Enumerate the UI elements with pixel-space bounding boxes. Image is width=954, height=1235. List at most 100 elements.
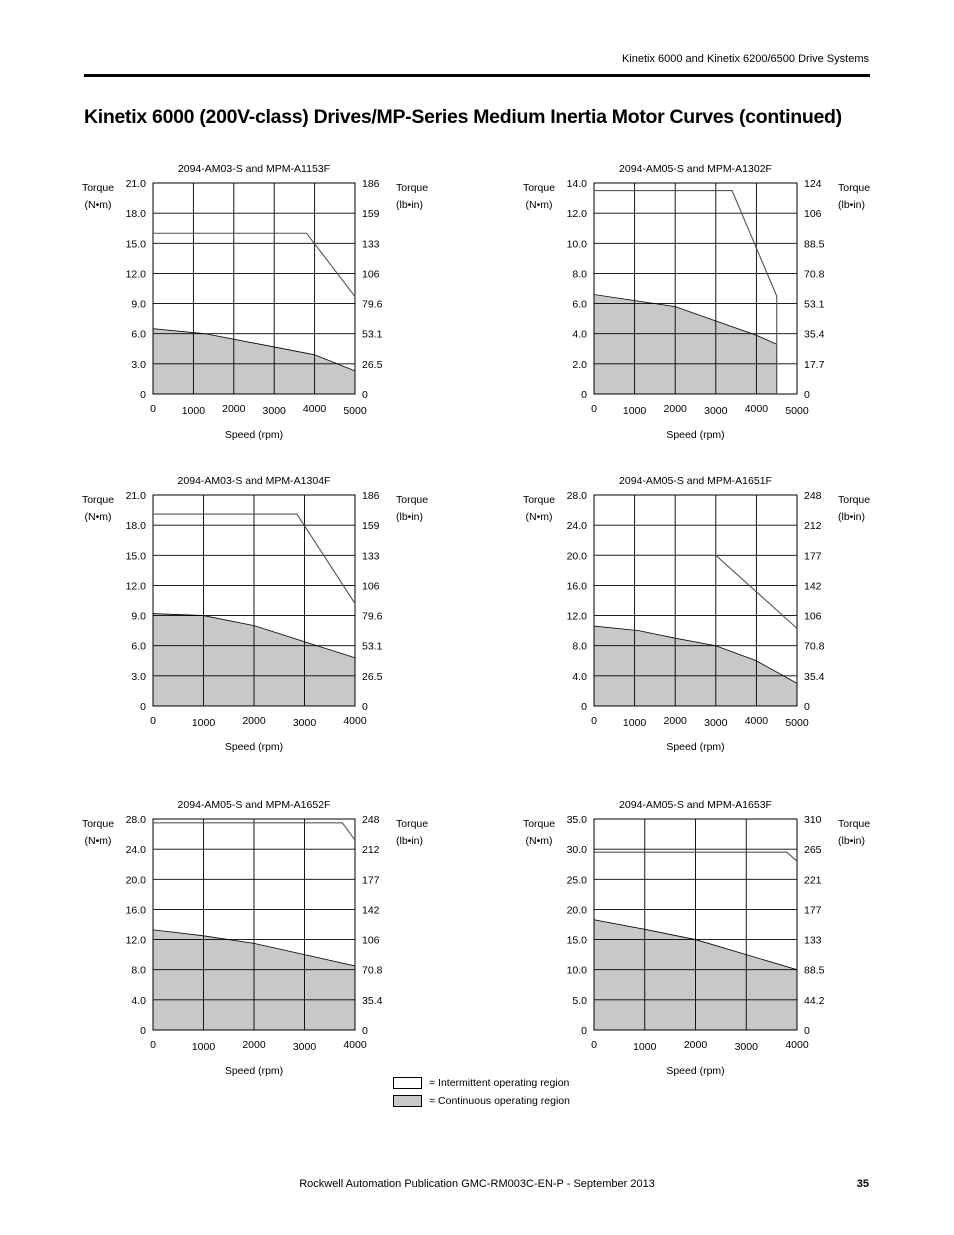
x-tick-label: 3000	[293, 717, 317, 729]
footer-publication: Rockwell Automation Publication GMC-RM00…	[299, 1178, 655, 1190]
y-axis-label-left: Torque	[82, 818, 114, 830]
intermittent-limit-line	[594, 189, 778, 394]
y-tick-label-right: 212	[804, 520, 822, 532]
y-tick-label-left: 10.0	[567, 238, 588, 250]
x-tick-label: 4000	[785, 1039, 809, 1051]
y-tick-label-left: 21.0	[126, 178, 147, 190]
y-tick-label-left: 16.0	[567, 580, 588, 592]
x-tick-label: 2000	[242, 1039, 266, 1051]
legend-item-intermittent: = Intermittent operating region	[393, 1074, 570, 1092]
intermittent-limit-line	[153, 513, 356, 604]
y-tick-label-left: 16.0	[126, 904, 147, 916]
y-tick-label-right: 248	[362, 814, 380, 826]
legend-label-intermittent: = Intermittent operating region	[429, 1077, 570, 1089]
legend-swatch-intermittent	[393, 1077, 422, 1089]
y-tick-label-right: 221	[804, 874, 822, 886]
y-axis-label-right: Torque	[396, 494, 428, 506]
y-tick-label-left: 20.0	[126, 874, 147, 886]
plot-frame	[152, 494, 356, 707]
legend: = Intermittent operating region = Contin…	[393, 1074, 570, 1110]
y-axis-label-right: Torque	[838, 494, 870, 506]
y-tick-label-right: 106	[362, 935, 380, 947]
y-tick-label-right: 106	[804, 611, 822, 623]
y-axis-label-right: (lb•in)	[838, 511, 865, 523]
y-tick-label-left: 12.0	[567, 611, 588, 623]
legend-label-continuous: = Continuous operating region	[429, 1095, 570, 1107]
y-axis-label-left: (N•m)	[526, 199, 553, 211]
plot-frame	[152, 182, 356, 395]
x-tick-label: 3000	[704, 717, 728, 729]
x-tick-label: 3000	[293, 1041, 317, 1053]
y-tick-label-right: 186	[362, 490, 380, 502]
y-axis-label-left: (N•m)	[85, 199, 112, 211]
y-tick-label-left: 35.0	[567, 814, 588, 826]
y-tick-label-right: 88.5	[804, 965, 825, 977]
plot-frame	[152, 818, 356, 1031]
y-tick-label-right: 79.6	[362, 299, 383, 311]
y-tick-label-left: 12.0	[126, 268, 147, 280]
chart-title: 2094-AM05-S and MPM-A1653F	[619, 799, 772, 811]
y-tick-label-left: 15.0	[567, 935, 588, 947]
y-tick-label-right: 0	[804, 1025, 810, 1037]
y-tick-label-right: 106	[804, 208, 822, 220]
y-tick-label-left: 3.0	[131, 671, 146, 683]
x-tick-label: 5000	[785, 405, 809, 417]
x-axis-label: Speed (rpm)	[225, 741, 283, 753]
y-tick-label-right: 142	[804, 580, 822, 592]
x-tick-label: 1000	[623, 405, 647, 417]
intermittent-limit-line	[153, 232, 356, 297]
header-rule	[84, 74, 870, 77]
x-tick-label: 4000	[745, 715, 769, 727]
plot-frame	[593, 818, 798, 1031]
y-tick-label-right: 159	[362, 208, 380, 220]
y-tick-label-left: 9.0	[131, 611, 146, 623]
y-tick-label-left: 5.0	[572, 995, 587, 1007]
x-axis-label: Speed (rpm)	[225, 1065, 283, 1077]
y-tick-label-right: 248	[804, 490, 822, 502]
y-tick-label-left: 0	[140, 1025, 146, 1037]
y-tick-label-right: 142	[362, 904, 380, 916]
y-axis-label-right: (lb•in)	[396, 511, 423, 523]
y-tick-label-left: 20.0	[567, 550, 588, 562]
x-tick-label: 1000	[192, 717, 216, 729]
y-axis-label-left: Torque	[523, 494, 555, 506]
y-tick-label-right: 35.4	[804, 329, 825, 341]
x-tick-label: 4000	[343, 715, 367, 727]
y-tick-label-left: 3.0	[131, 359, 146, 371]
y-axis-label-right: Torque	[838, 182, 870, 194]
y-tick-label-left: 28.0	[126, 814, 147, 826]
x-tick-label: 0	[150, 403, 156, 415]
y-tick-label-left: 25.0	[567, 874, 588, 886]
x-tick-label: 3000	[704, 405, 728, 417]
legend-swatch-continuous	[393, 1095, 422, 1107]
y-tick-label-right: 79.6	[362, 611, 383, 623]
y-tick-label-left: 2.0	[572, 359, 587, 371]
y-axis-label-right: Torque	[396, 182, 428, 194]
y-tick-label-left: 15.0	[126, 550, 147, 562]
y-tick-label-right: 133	[804, 935, 822, 947]
y-tick-label-right: 106	[362, 580, 380, 592]
y-tick-label-left: 6.0	[572, 299, 587, 311]
y-tick-label-right: 0	[804, 701, 810, 713]
x-tick-label: 0	[591, 715, 597, 727]
x-tick-label: 3000	[735, 1041, 759, 1053]
y-tick-label-right: 310	[804, 814, 822, 826]
y-tick-label-left: 24.0	[567, 520, 588, 532]
x-tick-label: 0	[591, 1039, 597, 1051]
x-tick-label: 2000	[664, 403, 688, 415]
y-tick-label-right: 265	[804, 844, 822, 856]
y-tick-label-left: 0	[581, 389, 587, 401]
y-axis-label-right: (lb•in)	[396, 835, 423, 847]
legend-item-continuous: = Continuous operating region	[393, 1092, 570, 1110]
x-tick-label: 2000	[684, 1039, 708, 1051]
x-axis-label: Speed (rpm)	[666, 741, 724, 753]
y-tick-label-left: 30.0	[567, 844, 588, 856]
y-axis-label-left: Torque	[523, 818, 555, 830]
plot-frame	[593, 494, 798, 707]
y-tick-label-left: 8.0	[131, 965, 146, 977]
y-tick-label-right: 186	[362, 178, 380, 190]
y-tick-label-right: 53.1	[804, 299, 825, 311]
